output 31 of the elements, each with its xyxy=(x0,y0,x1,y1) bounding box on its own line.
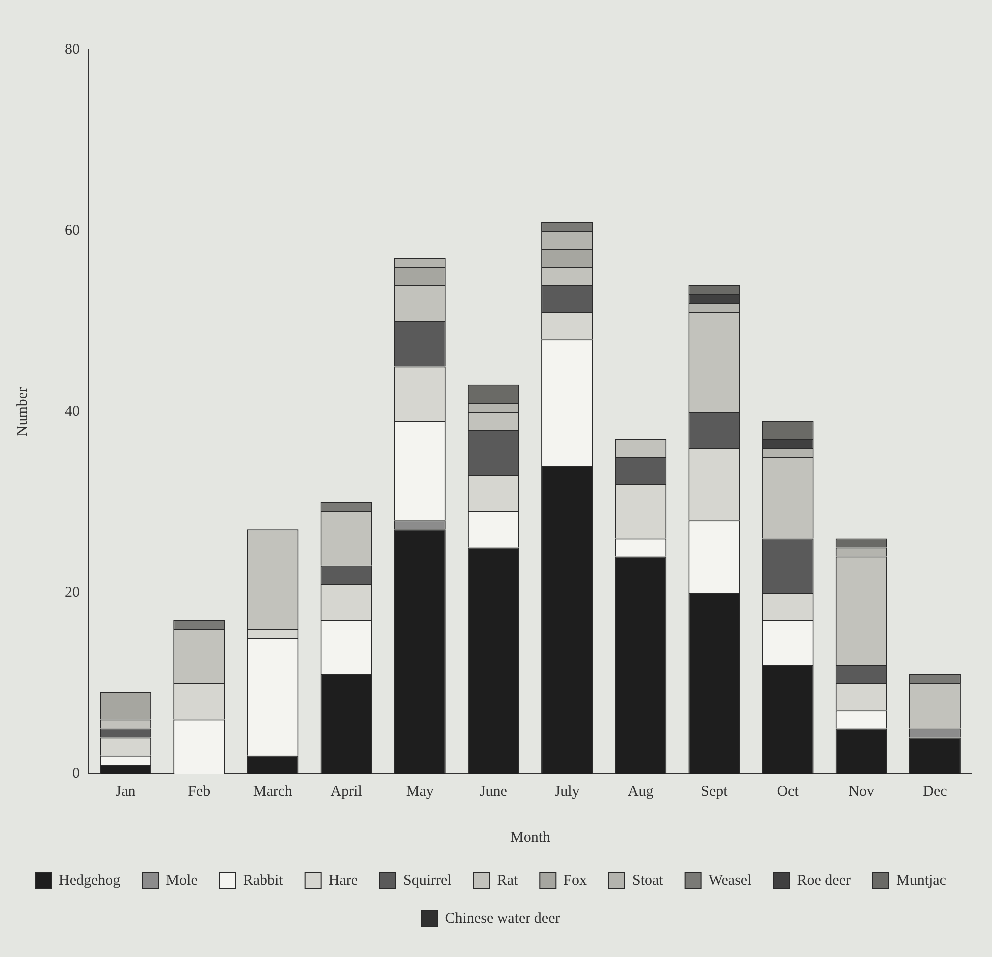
legend-label: Stoat xyxy=(632,872,664,889)
x-tick-label: June xyxy=(480,784,508,800)
y-tick-label: 60 xyxy=(65,222,80,239)
x-tick-label: Jan xyxy=(116,784,136,800)
x-tick-label: Feb xyxy=(188,784,211,800)
x-tick-label: May xyxy=(406,784,434,800)
legend-label: Mole xyxy=(166,872,198,889)
legend-label: Fox xyxy=(564,872,588,889)
legend-label: Roe deer xyxy=(797,872,851,889)
x-tick-label: Nov xyxy=(848,784,876,800)
legend-label: Rat xyxy=(497,872,519,889)
y-axis-title: Number xyxy=(14,387,31,437)
y-tick-label: 40 xyxy=(65,404,80,420)
legend-label: Squirrel xyxy=(403,872,452,889)
legend-label: Hedgehog xyxy=(59,872,122,889)
x-tick-label: Oct xyxy=(777,784,800,800)
x-tick-label: July xyxy=(554,784,580,800)
legend-label: Rabbit xyxy=(243,872,284,889)
x-tick-label: April xyxy=(330,784,362,800)
legend-label: Chinese water deer xyxy=(445,910,560,927)
y-tick-label: 80 xyxy=(65,42,80,58)
y-tick-label: 0 xyxy=(72,766,80,782)
y-tick-label: 20 xyxy=(65,584,80,601)
x-tick-label: Sept xyxy=(701,784,729,800)
legend-label: Hare xyxy=(328,872,358,889)
x-tick-label: Dec xyxy=(923,784,948,800)
x-axis-title: Month xyxy=(510,830,551,846)
x-tick-label: March xyxy=(253,784,294,800)
legend-label: Weasel xyxy=(708,872,752,889)
x-tick-label: Aug xyxy=(628,784,654,800)
legend-label: Muntjac xyxy=(896,872,947,889)
